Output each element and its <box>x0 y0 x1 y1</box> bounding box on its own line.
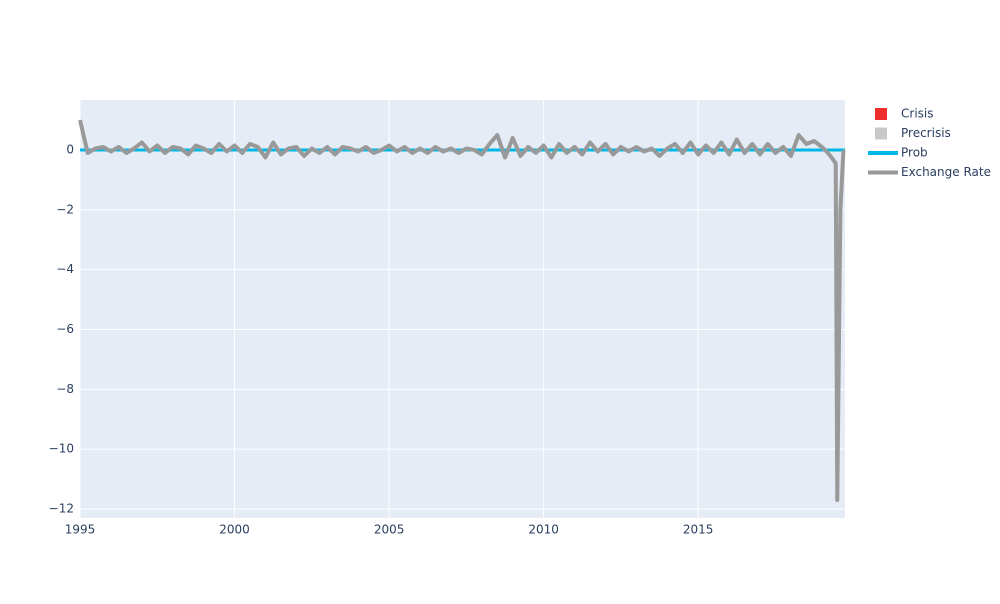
x-tick-label: 1995 <box>65 523 96 537</box>
x-tick-label: 2005 <box>374 523 405 537</box>
plot-area <box>80 100 845 518</box>
legend-label: Prob <box>901 146 928 160</box>
y-tick-label: −12 <box>49 502 74 516</box>
legend-item: Exchange Rate <box>868 165 991 179</box>
y-tick-label: −4 <box>56 262 74 276</box>
legend-item: Crisis <box>875 107 933 121</box>
x-tick-label: 2000 <box>219 523 250 537</box>
y-tick-label: −8 <box>56 382 74 396</box>
legend-label: Crisis <box>901 107 933 121</box>
x-tick-label: 2015 <box>683 523 714 537</box>
legend-item: Precrisis <box>875 126 951 140</box>
x-tick-label: 2010 <box>528 523 559 537</box>
legend-swatch <box>875 127 887 140</box>
line <box>78 119 846 503</box>
legend-swatch <box>875 108 887 120</box>
legend-label: Exchange Rate <box>901 165 991 179</box>
legend-label: Precrisis <box>901 126 951 140</box>
y-tick-label: −2 <box>56 202 74 216</box>
y-tick-label: −6 <box>56 322 74 336</box>
y-tick-label: 0 <box>66 142 74 156</box>
legend-item: Prob <box>868 146 928 160</box>
y-tick-label: −10 <box>49 442 74 456</box>
